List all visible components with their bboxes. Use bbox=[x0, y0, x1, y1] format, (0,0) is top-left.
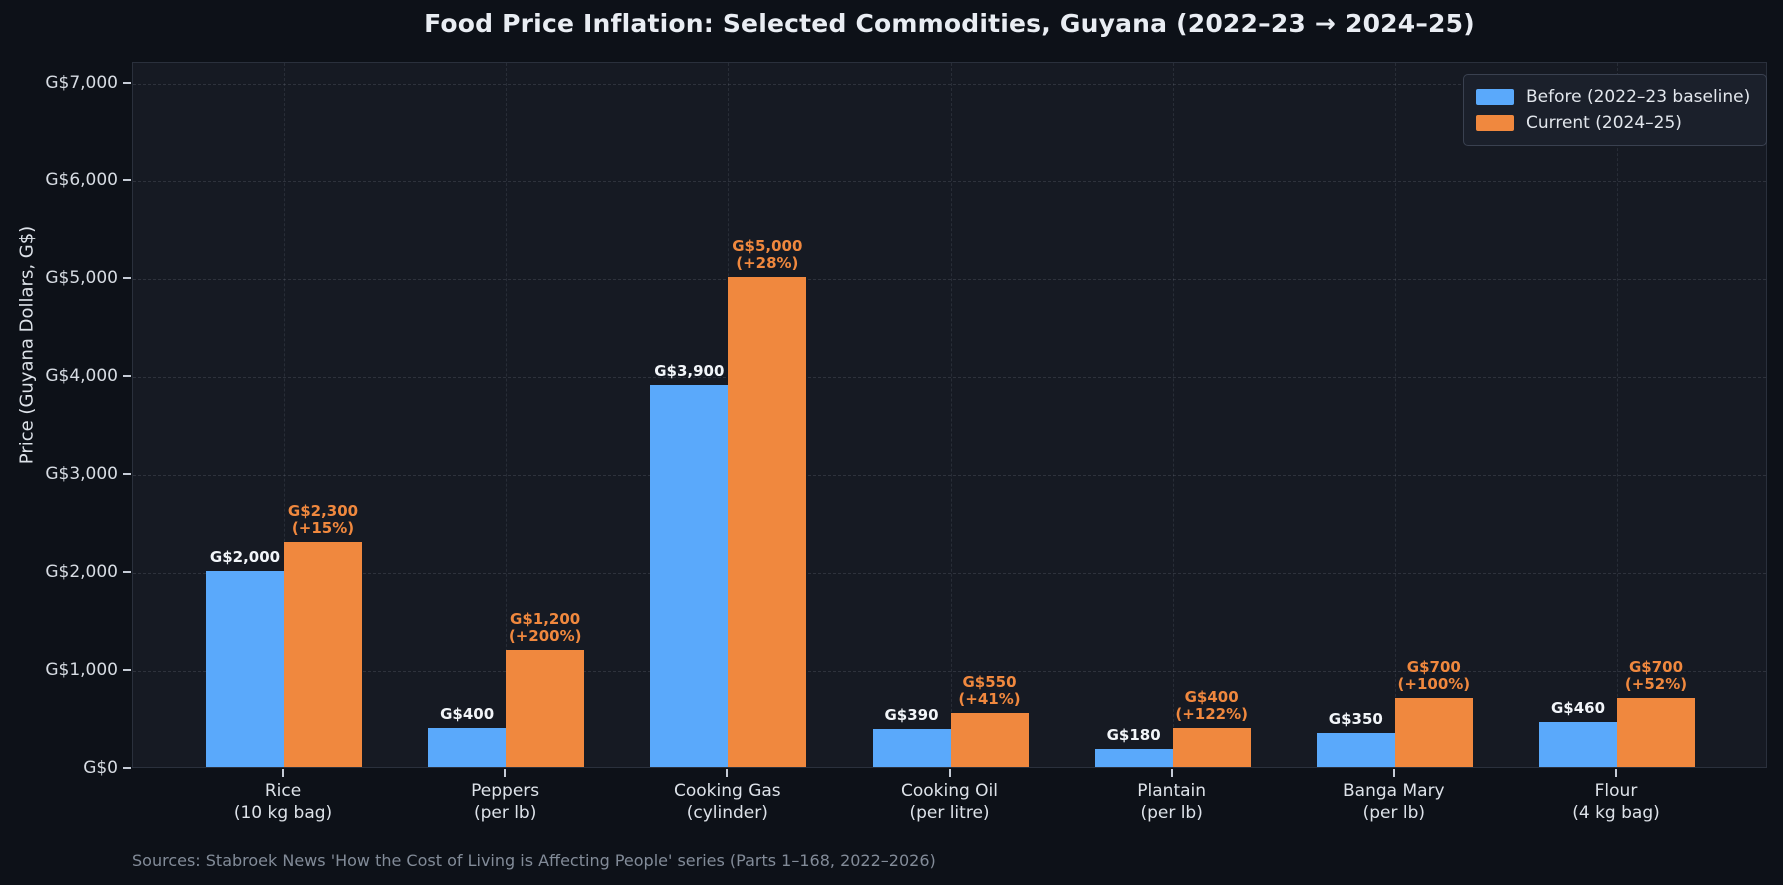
y-tick-mark bbox=[123, 473, 131, 476]
gridline-y-4000 bbox=[133, 377, 1766, 379]
value-label-before-plantain: G$180 bbox=[1106, 726, 1161, 745]
bar-before-flour bbox=[1539, 721, 1617, 767]
legend-label-before: Before (2022–23 baseline) bbox=[1526, 87, 1751, 107]
source-note: Sources: Stabroek News 'How the Cost of … bbox=[132, 851, 936, 870]
value-label-current-cooking-gas: G$5,000 (+28%) bbox=[732, 237, 803, 273]
bar-before-cooking-gas bbox=[650, 385, 729, 767]
value-label-before-cooking-gas: G$3,900 bbox=[654, 362, 725, 381]
y-tick-label: G$0 bbox=[83, 758, 118, 778]
y-tick-mark bbox=[123, 571, 131, 574]
legend-item-before: Before (2022–23 baseline) bbox=[1476, 84, 1750, 110]
current-series-swatch bbox=[1476, 115, 1514, 131]
bar-current-peppers bbox=[506, 649, 585, 767]
bar-before-banga-mary bbox=[1316, 732, 1395, 767]
bar-current-rice bbox=[284, 541, 362, 767]
chart-title: Food Price Inflation: Selected Commoditi… bbox=[424, 9, 1475, 38]
bar-before-peppers bbox=[428, 727, 507, 767]
y-tick-mark bbox=[123, 81, 131, 84]
gridline-y-6000 bbox=[133, 181, 1766, 183]
bar-before-cooking-oil bbox=[872, 728, 951, 767]
legend: Before (2022–23 baseline) Current (2024–… bbox=[1463, 74, 1768, 146]
legend-label-current: Current (2024–25) bbox=[1526, 113, 1682, 133]
y-tick-label: G$2,000 bbox=[45, 562, 118, 583]
y-axis-title: Price (Guyana Dollars, G$) bbox=[16, 225, 38, 465]
x-tick-mark bbox=[282, 769, 284, 777]
value-label-current-peppers: G$1,200 (+200%) bbox=[508, 609, 582, 645]
y-tick-label: G$4,000 bbox=[45, 366, 118, 387]
bar-current-banga-mary bbox=[1394, 698, 1473, 767]
x-category-label-flour: Flour (4 kg bag) bbox=[1572, 781, 1660, 823]
x-category-label-peppers: Peppers (per lb) bbox=[471, 781, 540, 823]
value-label-before-flour: G$460 bbox=[1550, 698, 1606, 717]
y-tick-label: G$3,000 bbox=[45, 464, 118, 485]
y-tick-mark bbox=[123, 277, 131, 280]
gridline-x-flour bbox=[1617, 63, 1618, 767]
value-label-before-rice: G$2,000 bbox=[209, 548, 281, 567]
bar-before-rice bbox=[206, 571, 284, 767]
x-category-label-cooking-oil: Cooking Oil (per litre) bbox=[900, 781, 999, 823]
x-category-label-banga-mary: Banga Mary (per lb) bbox=[1343, 781, 1445, 823]
bar-current-cooking-gas bbox=[728, 277, 807, 767]
value-label-before-cooking-oil: G$390 bbox=[884, 705, 939, 724]
x-category-label-rice: Rice (10 kg bag) bbox=[233, 781, 333, 823]
gridline-y-3000 bbox=[133, 475, 1766, 477]
before-series-swatch bbox=[1476, 89, 1514, 105]
value-label-before-peppers: G$400 bbox=[440, 704, 495, 723]
gridline-y-5000 bbox=[133, 279, 1766, 281]
gridline-x-banga-mary bbox=[1394, 63, 1396, 767]
bar-before-plantain bbox=[1094, 749, 1173, 767]
legend-item-current: Current (2024–25) bbox=[1476, 110, 1750, 136]
bar-current-flour bbox=[1617, 698, 1695, 767]
plot-area: G$2,000 G$2,300 (+15%) G$400 G$1,200 (+200%) G… bbox=[132, 62, 1767, 768]
value-label-current-cooking-oil: G$550 (+41%) bbox=[958, 673, 1021, 709]
gridline-y-7000 bbox=[133, 83, 1766, 85]
gridline-y-2000 bbox=[133, 573, 1766, 575]
y-tick-mark bbox=[123, 669, 131, 672]
y-tick-label: G$1,000 bbox=[45, 660, 118, 681]
gridline-x-rice bbox=[284, 63, 285, 767]
value-label-before-banga-mary: G$350 bbox=[1328, 709, 1383, 728]
value-label-current-rice: G$2,300 (+15%) bbox=[287, 501, 359, 537]
x-tick-mark bbox=[726, 769, 729, 777]
x-category-label-cooking-gas: Cooking Gas (cylinder) bbox=[673, 781, 781, 823]
y-tick-mark bbox=[123, 375, 131, 378]
gridline-x-cooking-oil bbox=[950, 63, 952, 767]
y-tick-label: G$6,000 bbox=[45, 170, 118, 191]
gridline-x-plantain bbox=[1172, 63, 1174, 767]
y-tick-label: G$7,000 bbox=[45, 72, 118, 93]
y-tick-label: G$5,000 bbox=[45, 268, 118, 289]
value-label-current-plantain: G$400 (+122%) bbox=[1175, 687, 1248, 723]
x-tick-mark bbox=[1392, 769, 1395, 777]
bar-current-cooking-oil bbox=[950, 713, 1029, 767]
x-category-label-plantain: Plantain (per lb) bbox=[1137, 781, 1207, 823]
value-label-current-banga-mary: G$700 (+100%) bbox=[1397, 658, 1471, 694]
x-tick-mark bbox=[1170, 769, 1173, 777]
value-label-current-flour: G$700 (+52%) bbox=[1624, 658, 1688, 694]
y-tick-mark bbox=[123, 179, 131, 182]
bar-current-plantain bbox=[1172, 727, 1251, 767]
gridline-x-peppers bbox=[506, 63, 508, 767]
y-tick-mark bbox=[123, 767, 131, 769]
x-tick-mark bbox=[1615, 769, 1617, 777]
gridline-y-1000 bbox=[133, 671, 1766, 673]
x-tick-mark bbox=[504, 769, 507, 777]
x-tick-mark bbox=[948, 769, 951, 777]
